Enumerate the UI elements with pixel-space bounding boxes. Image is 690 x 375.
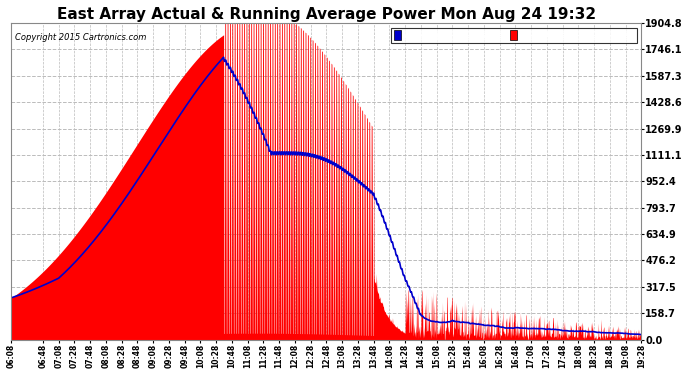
Legend: Average  (DC Watts), East Array  (DC Watts): Average (DC Watts), East Array (DC Watts… [391,28,637,43]
Text: Copyright 2015 Cartronics.com: Copyright 2015 Cartronics.com [14,33,146,42]
Title: East Array Actual & Running Average Power Mon Aug 24 19:32: East Array Actual & Running Average Powe… [57,7,596,22]
